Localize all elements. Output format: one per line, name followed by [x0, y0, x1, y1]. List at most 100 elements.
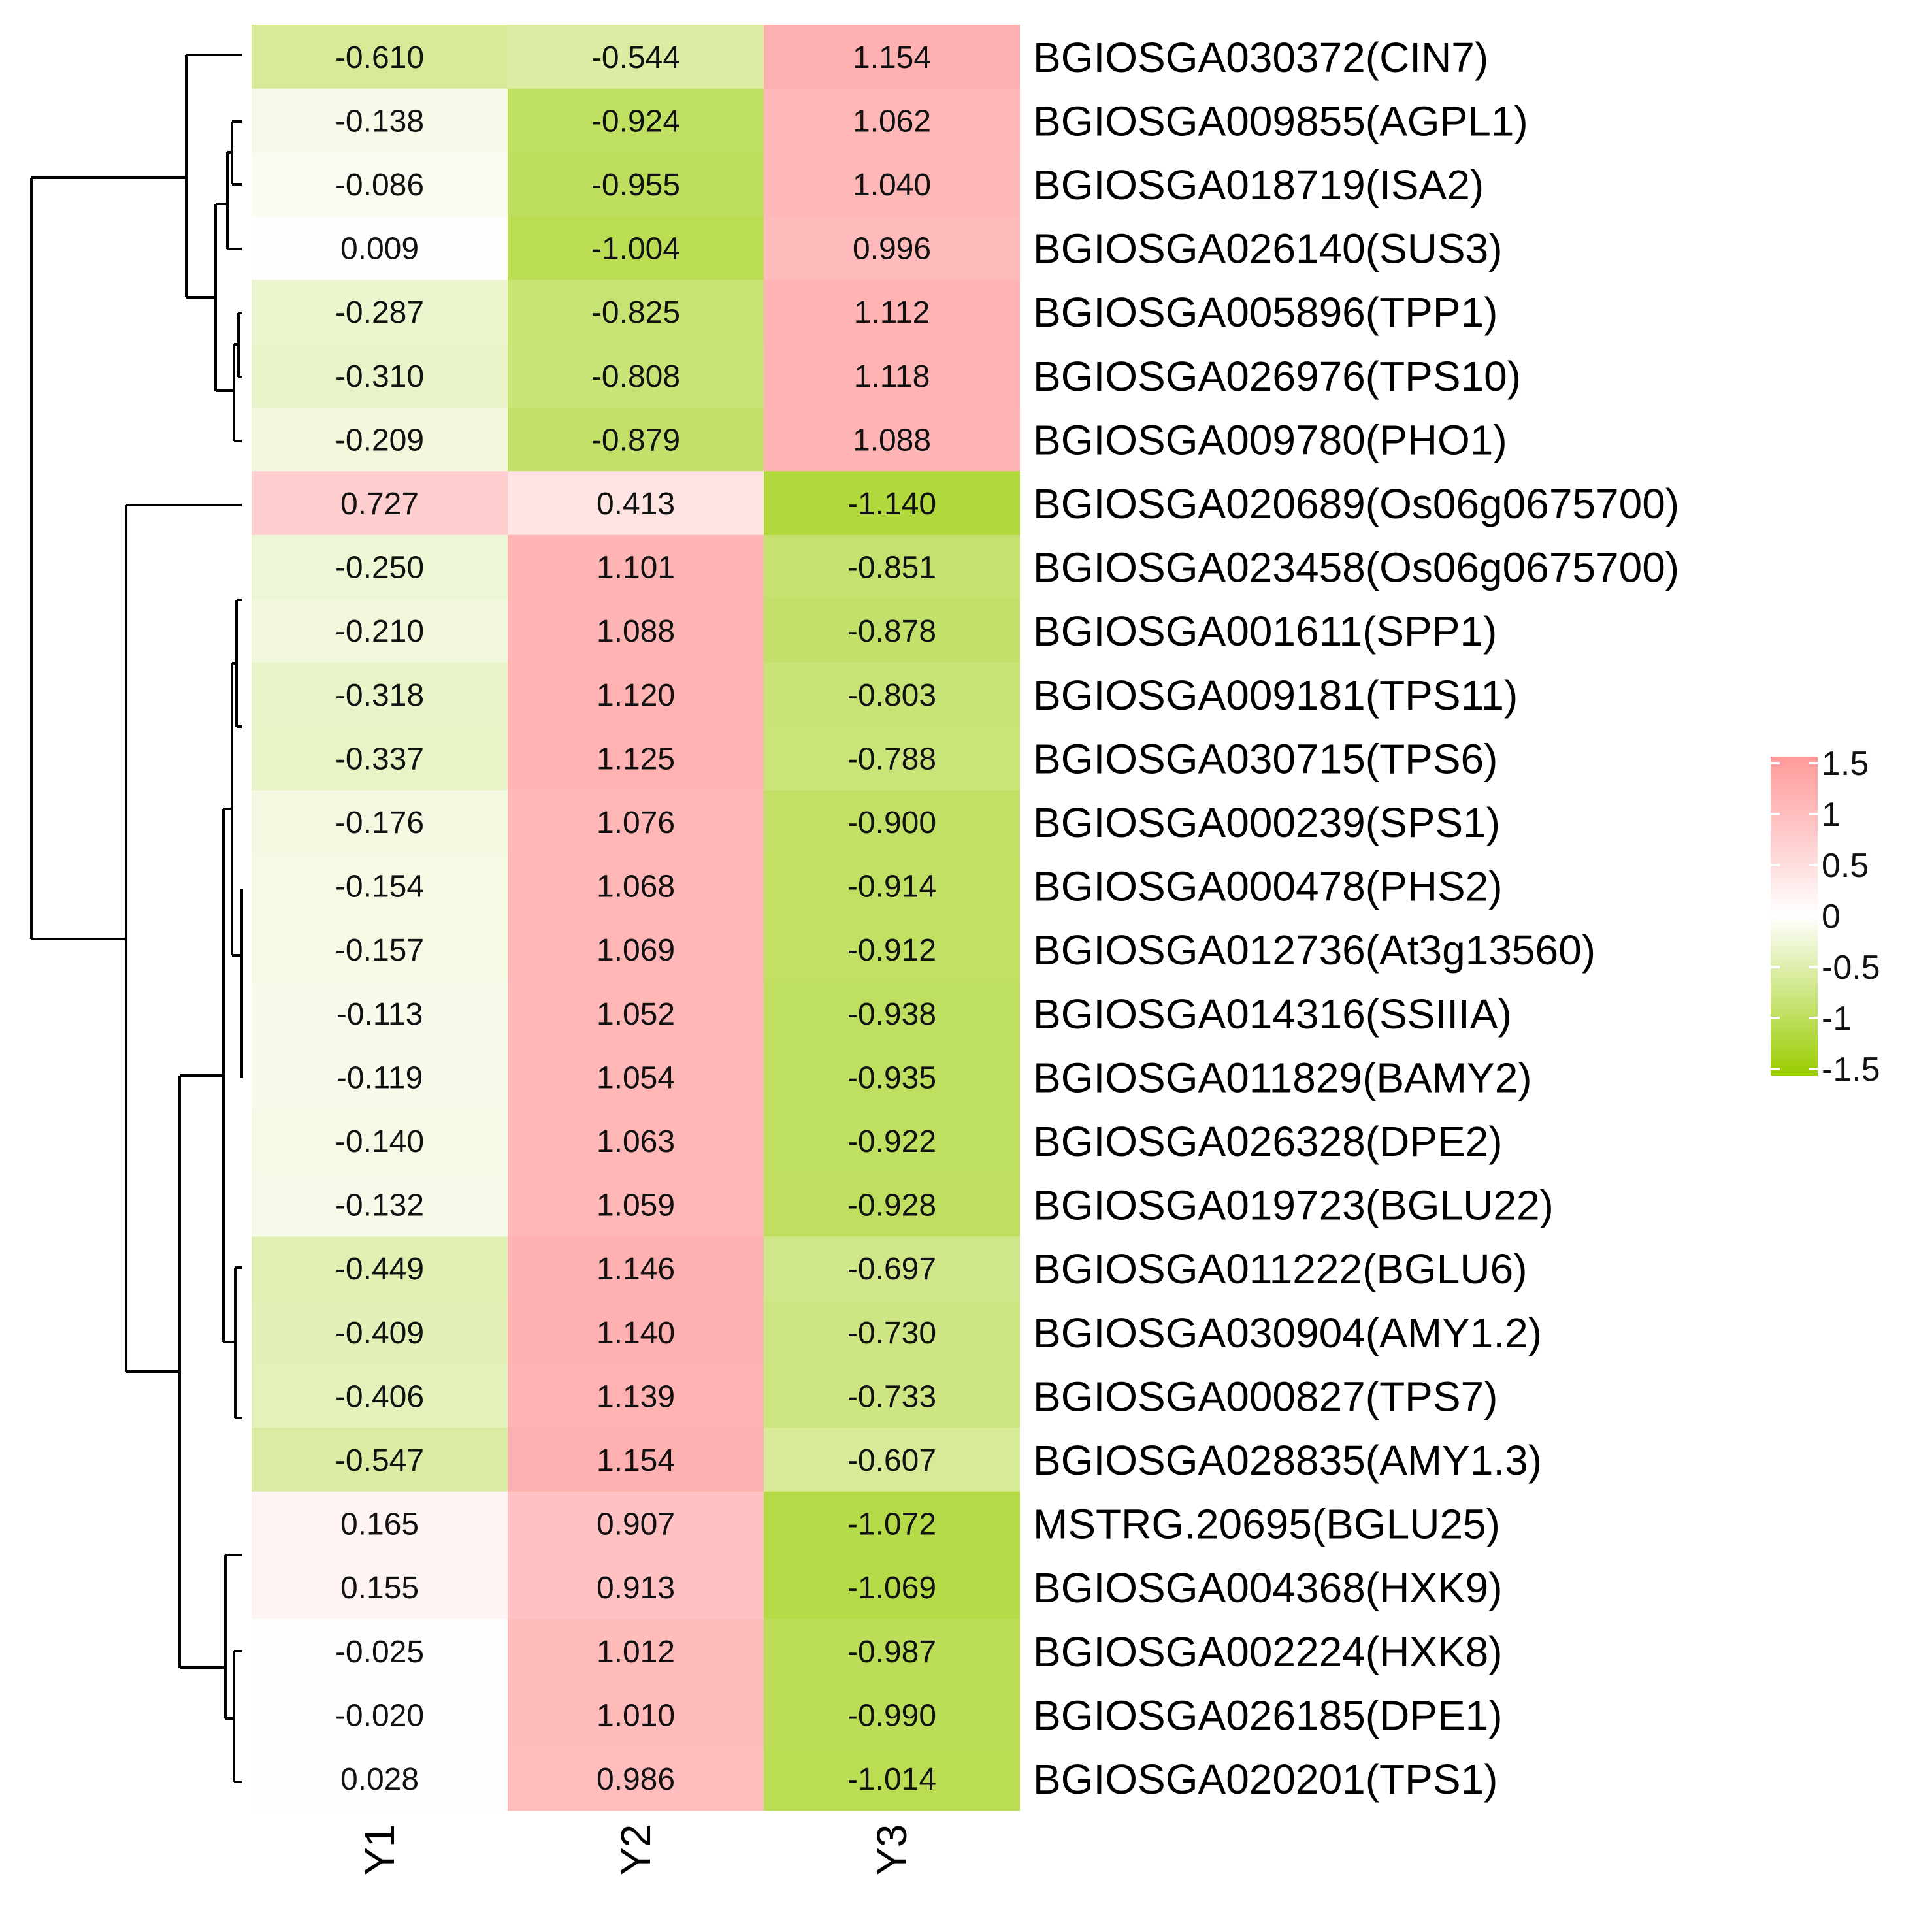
cell-value-label: -0.987: [847, 1635, 936, 1669]
cell-value-label: -0.157: [335, 933, 424, 968]
cell-value-label: 0.907: [597, 1507, 675, 1542]
row-label: BGIOSGA026140(SUS3): [1033, 225, 1503, 272]
heatmap-cell: [764, 407, 1020, 472]
heatmap-cell: [764, 790, 1020, 855]
cell-value-label: 0.028: [340, 1762, 419, 1797]
cell-value-label: -0.733: [847, 1379, 936, 1414]
heatmap-cell: [508, 534, 764, 599]
cell-value-label: -0.318: [335, 678, 424, 713]
heatmap-cell: [764, 471, 1020, 536]
heatmap-cell: [508, 917, 764, 982]
cell-value-label: -0.310: [335, 359, 424, 394]
cell-value-label: -0.409: [335, 1316, 424, 1351]
heatmap-cell: [764, 344, 1020, 408]
cell-value-label: -0.610: [335, 41, 424, 75]
heatmap-cell: [252, 88, 508, 153]
dendrogram-branch: [233, 1650, 242, 1783]
dendrogram-branch: [231, 120, 242, 186]
heatmap-cell: [252, 280, 508, 344]
heatmap-cell: [252, 1619, 508, 1684]
heatmap-cell: [252, 1236, 508, 1301]
heatmap-cell: [764, 1364, 1020, 1428]
dendrogram-branch: [185, 54, 242, 299]
heatmap-cell: [252, 1491, 508, 1556]
cell-value-label: -0.914: [847, 870, 936, 904]
cell-value-label: 0.009: [340, 232, 419, 267]
heatmap-cell: [764, 25, 1020, 90]
heatmap-cell: [508, 1491, 764, 1556]
cell-value-label: 1.012: [597, 1635, 675, 1669]
cell-value-label: -0.025: [335, 1635, 424, 1669]
heatmap-cell: [508, 1619, 764, 1684]
cell-value-label: 1.068: [597, 870, 675, 904]
cell-value-label: 1.010: [597, 1698, 675, 1733]
row-label: BGIOSGA018719(ISA2): [1033, 161, 1484, 208]
dendrogram-branch: [237, 312, 242, 378]
cell-value-label: -0.140: [335, 1125, 424, 1159]
color-legend: 1.5 1 0.5 0 -0.5 -1 -1.5: [1771, 745, 1880, 1089]
heatmap-cell: [508, 1747, 764, 1811]
heatmap-cell: [252, 471, 508, 536]
cell-value-label: -0.879: [591, 423, 680, 457]
legend-tick-label: -0.5: [1822, 949, 1880, 987]
heatmap-cell: [764, 599, 1020, 663]
cell-value-label: -0.547: [335, 1443, 424, 1478]
heatmap-cell: [764, 981, 1020, 1046]
cell-value-label: -0.938: [847, 997, 936, 1032]
cell-value-label: 1.120: [597, 678, 675, 713]
dendrogram-branch: [214, 203, 234, 392]
row-label: MSTRG.20695(BGLU25): [1033, 1501, 1500, 1548]
cell-value-label: 1.118: [854, 359, 930, 394]
heatmap-cell: [252, 1428, 508, 1492]
dendrogram-branch: [226, 151, 242, 250]
heatmap-cell: [508, 1683, 764, 1747]
row-label: BGIOSGA026328(DPE2): [1033, 1118, 1503, 1165]
cell-value-label: -0.922: [847, 1125, 936, 1159]
row-label: BGIOSGA009181(TPS11): [1033, 672, 1518, 719]
heatmap-cell: [764, 1172, 1020, 1237]
row-label: BGIOSGA001611(SPP1): [1033, 608, 1497, 655]
cell-value-label: 1.101: [597, 551, 675, 585]
heatmap-cell: [764, 280, 1020, 344]
cell-value-label: -0.086: [335, 168, 424, 203]
heatmap-cell: [508, 599, 764, 663]
heatmap-cell: [252, 344, 508, 408]
heatmap-cell: [252, 726, 508, 791]
heatmap-cell: [252, 216, 508, 280]
heatmap-cell: [764, 216, 1020, 280]
cell-value-label: 1.146: [597, 1252, 675, 1287]
heatmap-cell: [508, 1109, 764, 1174]
heatmap-cell: [508, 726, 764, 791]
cell-value-label: -0.825: [591, 295, 680, 330]
cell-value-label: -0.132: [335, 1189, 424, 1223]
heatmap-cell: [764, 1747, 1020, 1811]
cell-value-label: 1.125: [597, 742, 675, 776]
cell-value-label: -0.250: [335, 551, 424, 585]
row-label: BGIOSGA028835(AMY1.3): [1033, 1437, 1542, 1484]
heatmap-cell: [252, 1045, 508, 1109]
legend-tick-label: 1: [1822, 796, 1841, 834]
cell-value-label: 1.088: [597, 614, 675, 649]
heatmap-cell: [508, 344, 764, 408]
cell-value-label: -0.287: [335, 295, 424, 330]
heatmap-cell: [252, 1172, 508, 1237]
cell-value-label: -0.788: [847, 742, 936, 776]
heatmap-cell: [764, 1045, 1020, 1109]
cell-value-label: -0.119: [336, 1060, 423, 1095]
cell-value-label: -0.928: [847, 1189, 936, 1223]
cell-value-label: -0.878: [847, 614, 936, 649]
cell-value-label: -0.990: [847, 1698, 936, 1733]
heatmap-cell: [764, 663, 1020, 727]
column-labels: Y1 Y2 Y3: [356, 1824, 915, 1875]
row-label: BGIOSGA000827(TPS7): [1033, 1373, 1498, 1420]
row-label: BGIOSGA000239(SPS1): [1033, 799, 1500, 846]
cell-value-label: -0.209: [335, 423, 424, 457]
legend-ticks: 1.5 1 0.5 0 -0.5 -1 -1.5: [1771, 745, 1880, 1089]
cell-value-label: -0.955: [591, 168, 680, 203]
heatmap-cell: [508, 407, 764, 472]
heatmap-cell: [508, 1555, 764, 1620]
cell-value-label: 1.076: [597, 806, 675, 840]
heatmap-cell: [508, 1172, 764, 1237]
row-label: BGIOSGA030904(AMY1.2): [1033, 1309, 1542, 1356]
